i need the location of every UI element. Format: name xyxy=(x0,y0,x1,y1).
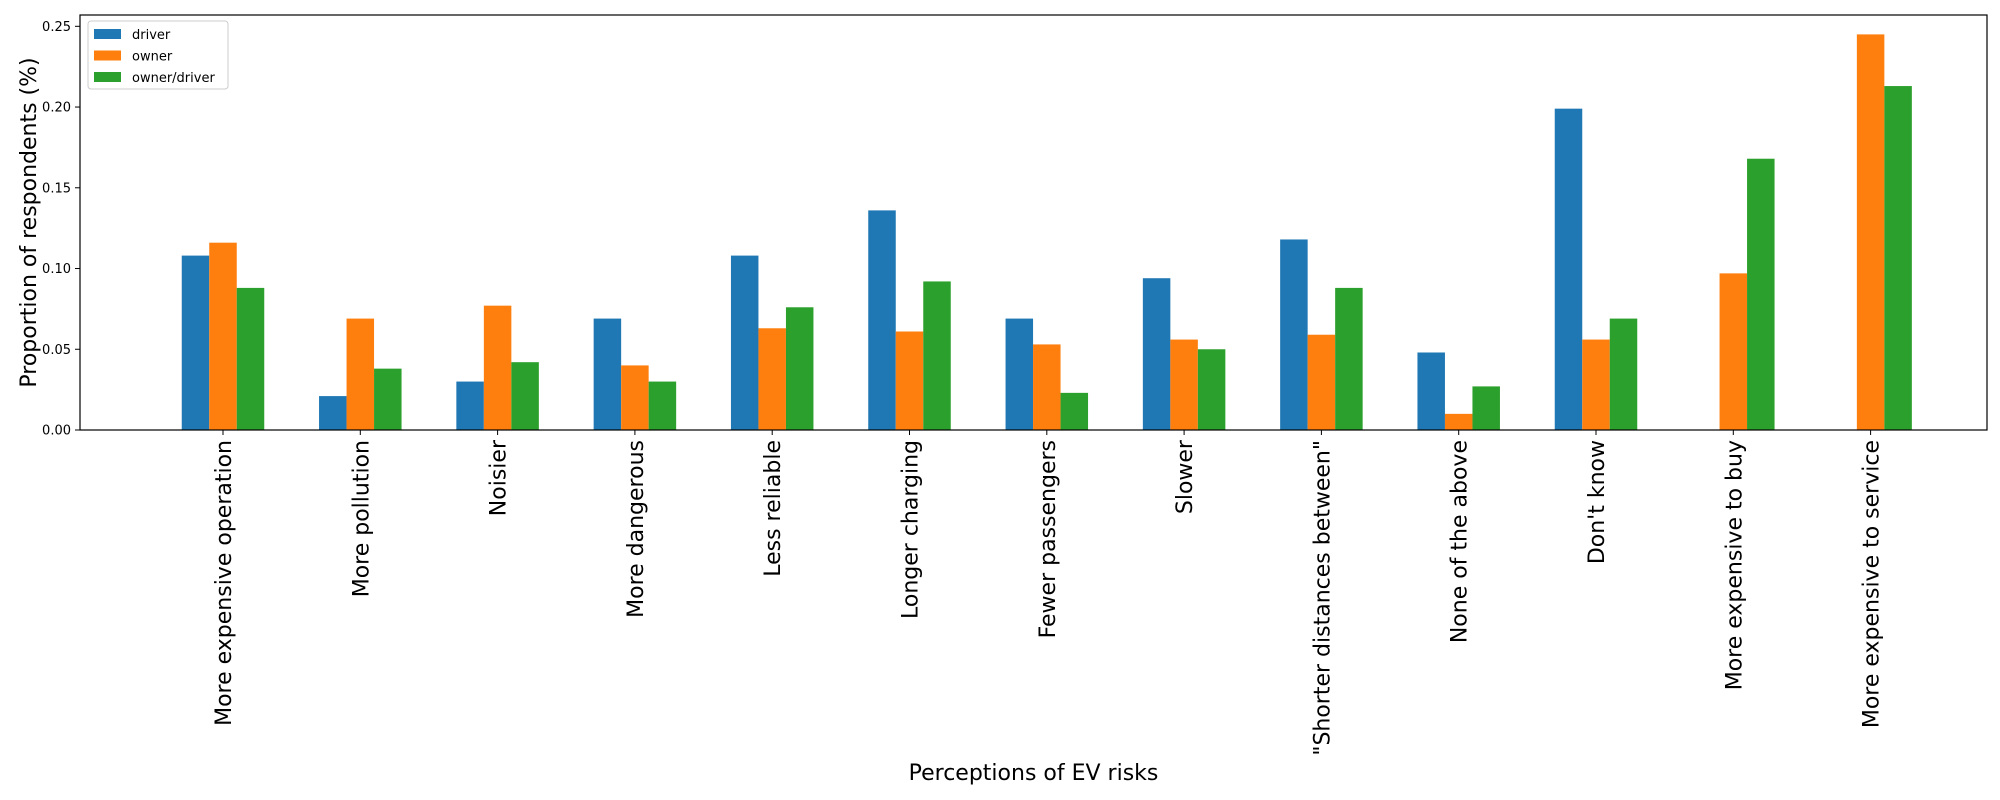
y-tick-label: 0.00 xyxy=(42,424,71,439)
bar-driver-3 xyxy=(593,318,622,430)
bar-owner-driver-5 xyxy=(923,281,951,430)
x-tick-label: Fewer passengers xyxy=(1036,440,1061,638)
bar-driver-6 xyxy=(1005,318,1034,430)
bar-driver-7 xyxy=(1142,278,1171,430)
x-tick-label: More expensive operation xyxy=(212,440,237,726)
bars xyxy=(181,34,1912,431)
legend-label: owner xyxy=(132,50,173,65)
x-tick-label: Slower xyxy=(1173,439,1198,514)
bar-owner-9 xyxy=(1444,413,1473,430)
bar-owner-driver-11 xyxy=(1747,158,1775,430)
y-axis: 0.00 0.05 0.10 0.15 0.20 0.25 xyxy=(42,20,80,439)
y-axis-title: Proportion of respondents (%) xyxy=(17,57,42,387)
bar-driver-2 xyxy=(456,381,484,430)
legend-label: driver xyxy=(132,28,171,43)
x-tick-label: "Shorter distances between" xyxy=(1310,440,1335,756)
y-tick-label: 0.15 xyxy=(42,181,71,196)
bar-owner-6 xyxy=(1033,344,1061,430)
x-tick-label: More dangerous xyxy=(624,440,649,618)
legend-swatch-owner-driver xyxy=(94,72,121,82)
bar-owner-driver-7 xyxy=(1197,349,1226,430)
x-tick-label: More expensive to service xyxy=(1860,440,1885,728)
x-tick-label: Don't know xyxy=(1585,440,1610,564)
bar-owner-2 xyxy=(483,305,512,430)
x-tick-label: More expensive to buy xyxy=(1722,440,1747,690)
x-axis-title: Perceptions of EV risks xyxy=(909,761,1159,786)
bar-driver-9 xyxy=(1417,352,1445,430)
bar-owner-driver-4 xyxy=(785,307,814,430)
bar-owner-driver-12 xyxy=(1884,86,1912,431)
y-tick-label: 0.05 xyxy=(42,343,71,358)
y-tick-label: 0.25 xyxy=(42,20,71,35)
x-tick-label: None of the above xyxy=(1448,440,1473,643)
bar-owner-driver-10 xyxy=(1609,318,1638,430)
bar-owner-driver-1 xyxy=(374,368,402,430)
legend-swatch-driver xyxy=(94,29,121,39)
bar-driver-8 xyxy=(1280,239,1308,430)
bar-owner-4 xyxy=(758,328,786,430)
bar-owner-driver-9 xyxy=(1472,386,1500,430)
bar-owner-5 xyxy=(895,331,924,430)
bar-owner-driver-2 xyxy=(511,362,539,430)
bar-owner-driver-0 xyxy=(236,287,265,430)
plot-frame xyxy=(79,14,1988,431)
bar-owner-3 xyxy=(621,365,649,430)
x-axis: More expensive operation More pollution No… xyxy=(212,430,1885,756)
bar-driver-4 xyxy=(730,255,759,430)
x-tick-label: Longer charging xyxy=(899,440,924,619)
bar-driver-1 xyxy=(319,396,347,430)
bar-owner-driver-6 xyxy=(1060,392,1089,430)
legend-frame xyxy=(87,20,229,90)
x-tick-label: Noisier xyxy=(487,439,512,516)
bar-owner-12 xyxy=(1856,34,1885,430)
bar-owner-0 xyxy=(209,242,237,430)
bar-owner-driver-3 xyxy=(648,381,677,430)
legend: driver owner owner/driver xyxy=(87,20,229,90)
x-tick-label: Less reliable xyxy=(761,440,786,577)
bar-driver-5 xyxy=(868,210,896,430)
bar-owner-7 xyxy=(1170,339,1198,430)
bar-owner-8 xyxy=(1307,334,1336,430)
legend-swatch-owner xyxy=(94,50,121,61)
legend-label: owner/driver xyxy=(132,71,215,86)
bar-driver-10 xyxy=(1554,108,1583,430)
bar-owner-10 xyxy=(1582,339,1610,430)
y-tick-label: 0.10 xyxy=(42,262,71,277)
y-tick-label: 0.20 xyxy=(42,101,71,116)
bar-owner-1 xyxy=(346,318,375,430)
bar-owner-driver-8 xyxy=(1335,287,1363,430)
x-tick-label: More pollution xyxy=(349,440,374,597)
bar-owner-11 xyxy=(1719,273,1748,430)
bar-driver-0 xyxy=(181,255,210,430)
